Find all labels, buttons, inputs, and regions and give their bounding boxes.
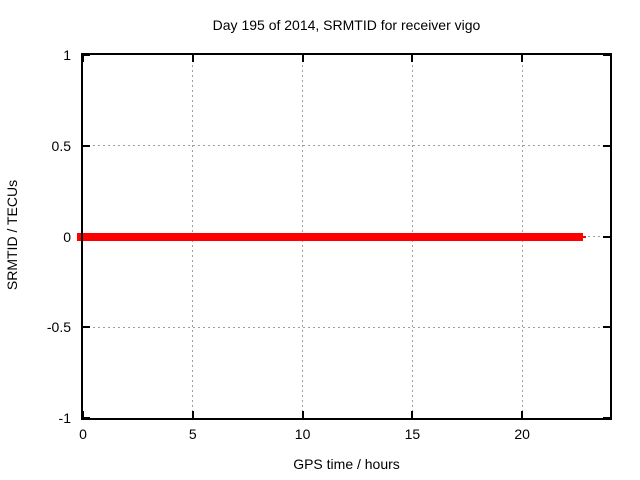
y-tick-left-1 xyxy=(83,54,90,56)
y-tick-left--1 xyxy=(83,417,90,419)
x-tick-bottom-15 xyxy=(411,411,414,418)
y-tick-left-0.5 xyxy=(83,144,90,147)
x-tick-bottom-20 xyxy=(521,411,524,418)
y-tick-label-0: 0 xyxy=(63,228,71,245)
gridline-y--0.5 xyxy=(83,326,610,328)
y-axis-label: SRMTID / TECUs xyxy=(4,179,20,291)
y-tick-left--0.5 xyxy=(83,326,90,329)
y-tick-label--0.5: -0.5 xyxy=(46,319,71,336)
series-line-taper-SRMTID xyxy=(582,235,586,238)
x-tick-label-0: 0 xyxy=(79,426,87,442)
x-tick-top-20 xyxy=(521,55,524,62)
y-tick-right-0 xyxy=(603,235,610,238)
x-tick-label-5: 5 xyxy=(188,426,197,442)
gridline-y-0.5 xyxy=(83,145,610,147)
y-tick-right-1 xyxy=(603,54,610,56)
series-line-cap-SRMTID xyxy=(77,232,81,241)
x-tick-label-10: 10 xyxy=(294,426,311,442)
y-tick-right--0.5 xyxy=(603,326,610,329)
x-tick-top-5 xyxy=(191,55,194,62)
x-tick-top-15 xyxy=(411,55,414,62)
x-tick-label-15: 15 xyxy=(404,426,421,442)
chart-title: Day 195 of 2014, SRMTID for receiver vig… xyxy=(212,17,481,33)
x-tick-bottom-0 xyxy=(82,411,84,418)
y-tick-label-0.5: 0.5 xyxy=(51,137,71,154)
series-line-SRMTID xyxy=(83,232,583,241)
x-axis-label: GPS time / hours xyxy=(293,456,400,472)
x-tick-top-0 xyxy=(82,55,84,62)
x-tick-label-20: 20 xyxy=(514,426,530,442)
y-tick-label-1: 1 xyxy=(63,47,71,63)
x-tick-bottom-10 xyxy=(301,411,304,418)
y-tick-label--1: -1 xyxy=(58,410,71,426)
x-tick-bottom-5 xyxy=(191,411,194,418)
y-tick-right-0.5 xyxy=(603,144,610,147)
plot-area: 0 5 10 15 20 -1 -0.5 0 0.5 1 xyxy=(47,47,612,442)
y-tick-right--1 xyxy=(603,417,610,419)
x-tick-top-10 xyxy=(301,55,304,62)
